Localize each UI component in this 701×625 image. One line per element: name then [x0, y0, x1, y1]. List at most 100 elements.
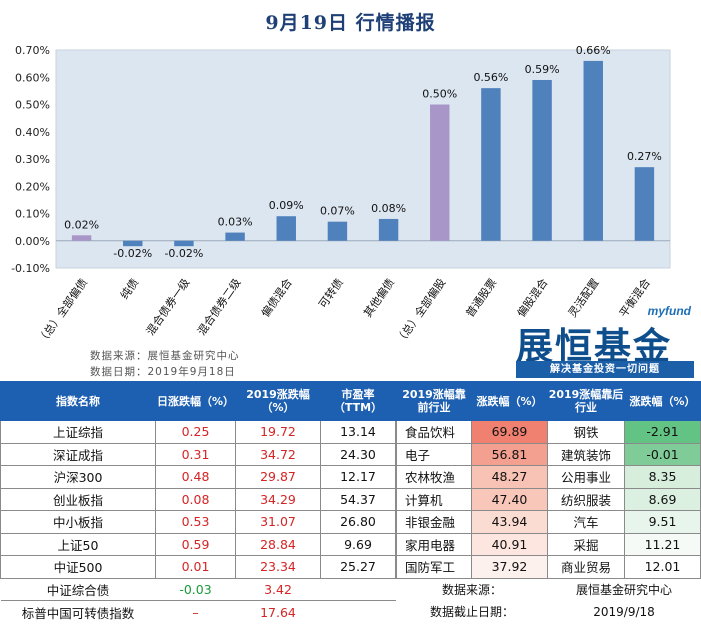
bar: [123, 240, 143, 247]
index-day-change: -0.03: [155, 577, 236, 601]
footer-value: 2019/9/18: [593, 604, 655, 619]
index-name: 中证综合债: [0, 577, 156, 601]
table-row: 食品饮料 69.89 钢铁 -2.91: [396, 420, 701, 444]
col-top-industry: 2019涨幅靠前行业: [396, 381, 472, 421]
col-top-change: 涨跌幅（%）: [471, 381, 548, 421]
bar: [481, 88, 501, 241]
data-label: -0.02%: [164, 247, 203, 260]
col-day-change: 日涨跌幅（%）: [155, 381, 236, 421]
table-footer-row: 数据来源： 展恒基金研究中心: [397, 578, 701, 601]
bar: [225, 232, 245, 241]
x-tick-label: 纯债: [117, 276, 141, 302]
table-row: 计算机 47.40 纺织服装 8.69: [396, 487, 701, 511]
data-label: 0.27%: [627, 150, 662, 163]
bottom-industry-change: -0.01: [624, 442, 701, 466]
index-name: 上证50: [0, 532, 156, 556]
index-pe: 26.80: [320, 510, 396, 534]
top-industry-change: 40.91: [471, 532, 548, 556]
bar: [174, 240, 194, 247]
top-industry: 计算机: [396, 487, 472, 511]
x-tick-label: （总）全部偏债: [34, 276, 90, 347]
bottom-industry: 公用事业: [547, 465, 625, 489]
index-ytd-change: 34.29: [235, 487, 321, 511]
bottom-industry-change: 8.35: [624, 465, 701, 489]
top-industry-change: 56.81: [471, 442, 548, 466]
bottom-industry: 建筑装饰: [547, 442, 625, 466]
index-name: 标普中国可转债指数: [0, 600, 156, 623]
logo-myfund: myfund: [647, 304, 691, 318]
y-tick-label: 0.30%: [15, 153, 50, 166]
bar: [71, 235, 92, 241]
footer-key: 数据截止日期：: [429, 605, 514, 620]
top-industry-change: 43.94: [471, 510, 548, 534]
chart-date: 数据日期：2019年9月18日: [90, 366, 236, 378]
bar: [276, 216, 296, 241]
industry-table: 2019涨幅靠前行业 涨跌幅（%） 2019涨幅靠后行业 涨跌幅（%） 食品饮料…: [396, 381, 701, 623]
table-footer-row: 数据截止日期： 2019/9/18: [397, 601, 701, 624]
index-name: 中小板指: [0, 510, 156, 534]
bar: [378, 218, 399, 241]
top-industry: 国防军工: [396, 555, 472, 579]
bottom-industry-change: 8.69: [624, 487, 701, 511]
table-row: 上证综指 0.25 19.72 13.14: [0, 420, 396, 444]
bottom-industry: 商业贸易: [547, 555, 625, 579]
index-ytd-change: 19.72: [235, 420, 321, 444]
top-industry: 家用电器: [396, 532, 472, 556]
index-day-change: 0.59: [155, 532, 236, 556]
y-tick-label: 0.10%: [15, 208, 50, 221]
data-label: 0.07%: [320, 205, 355, 218]
bottom-industry-change: 11.21: [624, 532, 701, 556]
bottom-industry: 钢铁: [547, 420, 625, 444]
footer-value: 展恒基金研究中心: [575, 583, 672, 597]
col-bottom-industry: 2019涨幅靠后行业: [547, 381, 625, 421]
plot-background: [55, 49, 671, 269]
plot-area: -0.10% 0.00% 0.10% 0.20% 0.30% 0.40% 0.50% 0.60…: [11, 44, 671, 347]
logo-name: 展恒基金: [516, 325, 672, 368]
table-row: 沪深300 0.48 29.87 12.17: [0, 465, 396, 489]
y-tick-label: 0.70%: [15, 44, 50, 57]
x-tick-label: 可转债: [315, 276, 345, 311]
data-label: -0.02%: [113, 247, 152, 260]
top-industry-change: 47.40: [471, 487, 548, 511]
table-row: 中证综合债 -0.03 3.42: [0, 577, 396, 601]
bottom-industry: 汽车: [547, 510, 625, 534]
table-row: 电子 56.81 建筑装饰 -0.01: [396, 442, 701, 466]
index-name: 创业板指: [0, 487, 156, 511]
col-index-name: 指数名称: [0, 381, 156, 421]
data-label: 0.09%: [269, 199, 304, 212]
index-pe: 9.69: [320, 532, 396, 556]
x-tick-label: 普通股票: [463, 276, 500, 320]
col-pe: 市盈率（TTM）: [320, 381, 396, 421]
table-row: 国防军工 37.92 商业贸易 12.01: [396, 555, 701, 579]
page-title: 9月19日 行情播报: [265, 12, 436, 34]
top-industry-change: 69.89: [471, 420, 548, 444]
y-tick-label: 0.40%: [15, 126, 50, 139]
bar: [532, 79, 552, 241]
y-tick-label: 0.00%: [15, 235, 50, 248]
index-pe: [320, 600, 396, 623]
index-day-change: 0.08: [155, 487, 236, 511]
index-ytd-change: 34.72: [235, 442, 321, 466]
col-ytd-change: 2019涨跌幅（%）: [235, 381, 321, 421]
index-day-change: 0.25: [155, 420, 236, 444]
brand-logo: myfund 展恒基金 解决基金投资一切问题: [512, 304, 697, 380]
bar-chart: -0.10% 0.00% 0.10% 0.20% 0.30% 0.40% 0.50% 0.60…: [11, 44, 671, 347]
index-day-change: 0.48: [155, 465, 236, 489]
index-day-change: –: [155, 600, 236, 623]
index-ytd-change: 23.34: [235, 555, 321, 579]
table-row: 深证成指 0.31 34.72 24.30: [0, 442, 396, 466]
y-tick-label: 0.60%: [15, 71, 50, 84]
data-label: 0.66%: [576, 44, 611, 57]
index-pe: [320, 577, 396, 601]
table-row: 创业板指 0.08 34.29 54.37: [0, 487, 396, 511]
y-tick-label: -0.10%: [11, 262, 50, 275]
logo-slogan: 解决基金投资一切问题: [516, 361, 694, 378]
table-row: 非银金融 43.94 汽车 9.51: [396, 510, 701, 534]
index-table: 指数名称 日涨跌幅（%） 2019涨跌幅（%） 市盈率（TTM） 上证综指 0.2…: [0, 381, 396, 623]
data-label: 0.50%: [422, 88, 457, 101]
index-pe: 25.27: [320, 555, 396, 579]
data-label: 0.59%: [525, 63, 560, 76]
bar: [327, 221, 348, 241]
x-tick-label: 混合债券一级: [143, 276, 192, 338]
index-day-change: 0.53: [155, 510, 236, 534]
